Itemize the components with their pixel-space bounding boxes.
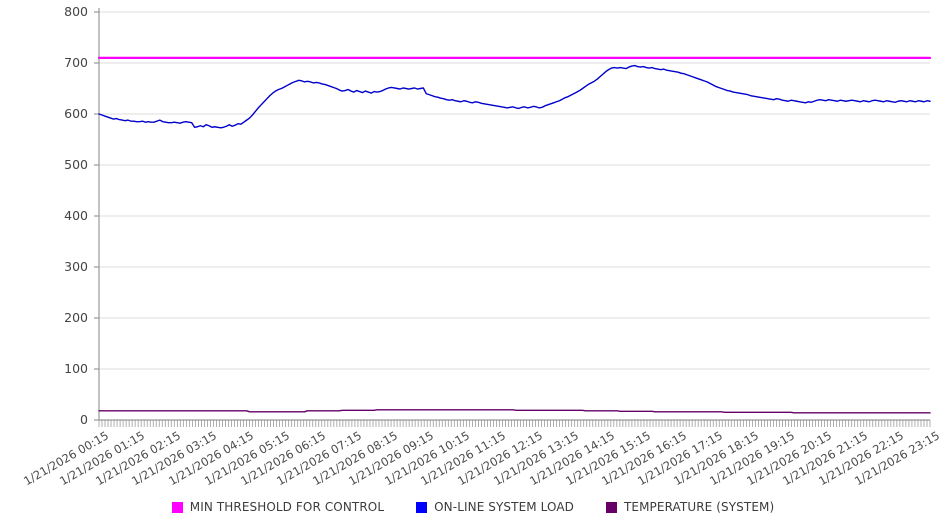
legend-item[interactable]: ON-LINE SYSTEM LOAD [416, 500, 574, 514]
series-line [98, 409, 931, 414]
y-tick-label: 0 [80, 411, 88, 427]
legend-swatch-icon [416, 501, 428, 513]
legend-label: ON-LINE SYSTEM LOAD [434, 500, 574, 514]
y-tick-label: 200 [64, 309, 88, 325]
series-line [98, 64, 931, 129]
y-tick-label: 800 [64, 3, 88, 19]
legend-label: MIN THRESHOLD FOR CONTROL [189, 500, 385, 514]
legend-item[interactable]: MIN THRESHOLD FOR CONTROL [171, 500, 385, 514]
x-axis: 1/21/2026 00:15 1/21/2026 01:15 1/21/2026 … [0, 420, 946, 492]
y-tick-label: 600 [64, 105, 88, 121]
y-axis: 0 100 200 300 400 500 600 700 800 [44, 0, 88, 425]
legend-item[interactable]: TEMPERATURE (SYSTEM) [605, 500, 775, 514]
y-tick-label: 300 [64, 258, 88, 274]
legend-swatch-icon [605, 501, 617, 513]
y-tick-label: 500 [64, 156, 88, 172]
legend-swatch-icon [171, 501, 183, 513]
legend-label: TEMPERATURE (SYSTEM) [623, 500, 775, 514]
chart-legend: MIN THRESHOLD FOR CONTROL ON-LINE SYSTEM … [0, 496, 946, 518]
y-tick-label: 400 [64, 207, 88, 223]
y-tick-label: 100 [64, 360, 88, 376]
y-tick-label: 700 [64, 54, 88, 70]
